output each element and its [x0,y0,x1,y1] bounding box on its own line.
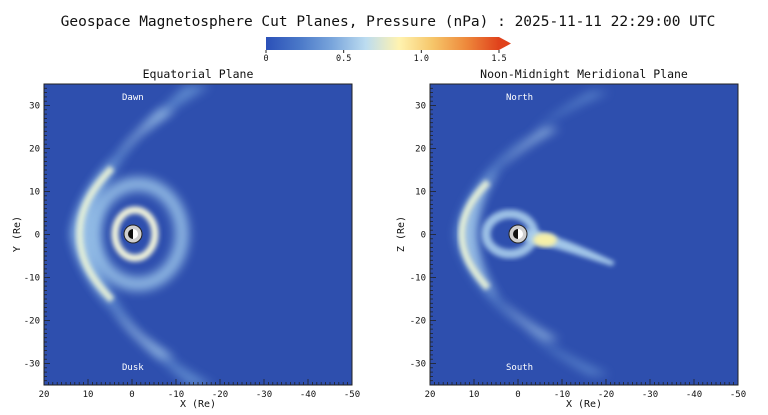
y-tick-label: -20 [410,317,426,327]
colorbar-bar [266,37,499,50]
pressure-field-meridional [455,92,615,375]
x-tick-label: -50 [730,390,746,400]
panel-title-equatorial: Equatorial Plane [143,67,254,81]
x-tick-label: -30 [642,390,658,400]
panel-title-meridional: Noon-Midnight Meridional Plane [480,67,688,81]
y-tick-label: 20 [29,145,40,155]
y-tick-label: 10 [415,188,426,198]
ring-current-outer [87,177,189,291]
bow-shock-arc-meridional [458,179,491,291]
x-tick-label: -10 [554,390,570,400]
y-tick-label: 0 [35,231,40,241]
xlabel-meridional: X (Re) [566,399,602,410]
ylabel-meridional: Z (Re) [396,216,407,252]
axes-meridional: 20 10 0 -10 -20 -30 -40 -50 30 20 10 0 -10 -20 -30 [410,83,746,400]
y-tick-label: -30 [24,360,40,370]
x-tick-label: 0 [129,390,134,400]
x-tick-label: -10 [168,390,184,400]
y-tick-label: -10 [24,274,40,284]
annotation-dusk: Dusk [122,363,144,373]
plasma-sheet-core [533,233,557,247]
y-tick-label: -20 [24,317,40,327]
x-tick-label: -50 [344,390,360,400]
panel-equatorial: Equatorial Plane Dawn Dusk 20 10 0 -10 -20 -3… [12,67,360,410]
x-tick-label: -20 [598,390,614,400]
x-tick-label: -20 [212,390,228,400]
x-tick-label: 10 [469,390,480,400]
earth-equatorial [123,224,143,244]
y-tick-label: 30 [29,102,40,112]
x-tick-label: -30 [256,390,272,400]
colorbar: 0 0.5 1.0 1.5 [263,37,511,64]
colorbar-tick-label: 0.5 [336,54,351,64]
y-tick-label: 0 [421,231,426,241]
y-tick-label: -30 [410,360,426,370]
earth-meridional [508,224,528,244]
colorbar-tick-label: 1.5 [491,54,506,64]
figure-title: Geospace Magnetosphere Cut Planes, Press… [61,14,716,30]
ylabel-equatorial: Y (Re) [12,216,23,252]
annotation-north: North [506,93,533,103]
y-tick-label: 10 [29,188,40,198]
plot-area-meridional [430,84,738,385]
colorbar-tick-label: 1.0 [414,54,429,64]
bow-shock-arc [76,165,115,303]
axes-equatorial: 20 10 0 -10 -20 -30 -40 -50 30 20 10 0 -10 -20 -30 [24,83,360,400]
y-tick-label: -10 [410,274,426,284]
xlabel-equatorial: X (Re) [180,399,216,410]
y-tick-label: 30 [415,102,426,112]
annotation-south: South [506,363,533,373]
annotation-dawn: Dawn [122,93,144,103]
colorbar-extend-arrow [499,37,511,50]
x-tick-label: -40 [686,390,702,400]
x-tick-label: 20 [425,390,436,400]
ring-current-inner [111,206,159,262]
x-tick-label: 20 [39,390,50,400]
x-tick-label: -40 [300,390,316,400]
colorbar-tick-label: 0 [263,54,268,64]
colorbar-ticks: 0 0.5 1.0 1.5 [263,50,507,64]
y-tick-label: 20 [415,145,426,155]
x-tick-label: 0 [515,390,520,400]
x-tick-label: 10 [83,390,94,400]
panel-meridional: Noon-Midnight Meridional Plane North Sou… [396,67,746,410]
